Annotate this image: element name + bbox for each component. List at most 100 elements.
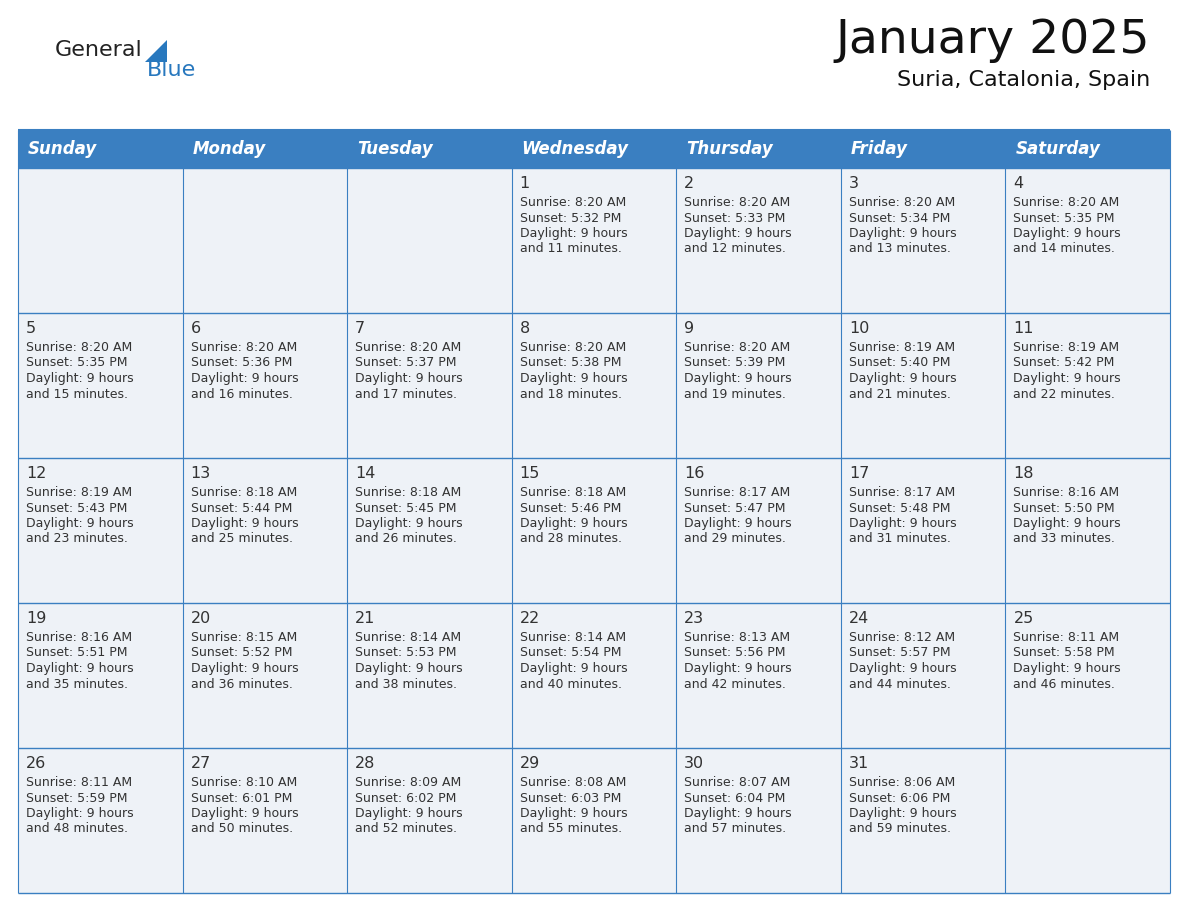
Text: Sunset: 5:42 PM: Sunset: 5:42 PM <box>1013 356 1114 370</box>
Bar <box>347 168 512 313</box>
Text: Sunrise: 8:10 AM: Sunrise: 8:10 AM <box>190 776 297 789</box>
Bar <box>676 603 841 748</box>
Text: and 22 minutes.: and 22 minutes. <box>1013 387 1116 400</box>
Text: 21: 21 <box>355 611 375 626</box>
Text: Sunset: 5:35 PM: Sunset: 5:35 PM <box>1013 211 1114 225</box>
Bar <box>18 748 183 893</box>
Bar <box>512 603 676 748</box>
Text: and 31 minutes.: and 31 minutes. <box>849 532 950 545</box>
Text: 28: 28 <box>355 756 375 771</box>
Text: Sunrise: 8:20 AM: Sunrise: 8:20 AM <box>26 341 132 354</box>
Text: Daylight: 9 hours: Daylight: 9 hours <box>355 807 463 820</box>
Text: Sunrise: 8:13 AM: Sunrise: 8:13 AM <box>684 631 790 644</box>
Text: Sunrise: 8:20 AM: Sunrise: 8:20 AM <box>355 341 461 354</box>
Text: and 48 minutes.: and 48 minutes. <box>26 823 128 835</box>
Text: Sunset: 5:46 PM: Sunset: 5:46 PM <box>519 501 621 514</box>
Text: Sunrise: 8:11 AM: Sunrise: 8:11 AM <box>26 776 132 789</box>
Text: 26: 26 <box>26 756 46 771</box>
Text: Sunset: 5:48 PM: Sunset: 5:48 PM <box>849 501 950 514</box>
Text: and 42 minutes.: and 42 minutes. <box>684 677 786 690</box>
Text: Daylight: 9 hours: Daylight: 9 hours <box>1013 372 1121 385</box>
Text: Daylight: 9 hours: Daylight: 9 hours <box>26 372 133 385</box>
Text: Daylight: 9 hours: Daylight: 9 hours <box>684 372 792 385</box>
Text: Daylight: 9 hours: Daylight: 9 hours <box>190 517 298 530</box>
Text: Daylight: 9 hours: Daylight: 9 hours <box>190 372 298 385</box>
Bar <box>18 130 1170 168</box>
Text: Sunrise: 8:19 AM: Sunrise: 8:19 AM <box>849 341 955 354</box>
Text: Sunrise: 8:12 AM: Sunrise: 8:12 AM <box>849 631 955 644</box>
Text: Daylight: 9 hours: Daylight: 9 hours <box>355 372 463 385</box>
Text: 6: 6 <box>190 321 201 336</box>
Text: Daylight: 9 hours: Daylight: 9 hours <box>519 372 627 385</box>
Text: Daylight: 9 hours: Daylight: 9 hours <box>519 662 627 675</box>
Text: Sunset: 5:35 PM: Sunset: 5:35 PM <box>26 356 127 370</box>
Text: Sunrise: 8:20 AM: Sunrise: 8:20 AM <box>684 196 790 209</box>
Bar <box>512 168 676 313</box>
Text: 24: 24 <box>849 611 870 626</box>
Text: Sunrise: 8:08 AM: Sunrise: 8:08 AM <box>519 776 626 789</box>
Text: Wednesday: Wednesday <box>522 140 628 158</box>
Text: 27: 27 <box>190 756 210 771</box>
Text: Sunset: 5:52 PM: Sunset: 5:52 PM <box>190 646 292 659</box>
Text: 22: 22 <box>519 611 541 626</box>
Text: 11: 11 <box>1013 321 1034 336</box>
Bar <box>183 748 347 893</box>
Text: Sunset: 5:37 PM: Sunset: 5:37 PM <box>355 356 456 370</box>
Bar <box>1005 748 1170 893</box>
Bar <box>347 313 512 458</box>
Text: and 26 minutes.: and 26 minutes. <box>355 532 457 545</box>
Text: Sunset: 5:47 PM: Sunset: 5:47 PM <box>684 501 785 514</box>
Text: Sunset: 5:51 PM: Sunset: 5:51 PM <box>26 646 127 659</box>
Text: Blue: Blue <box>147 60 196 80</box>
Text: 19: 19 <box>26 611 46 626</box>
Text: Suria, Catalonia, Spain: Suria, Catalonia, Spain <box>897 70 1150 90</box>
Text: Sunset: 6:03 PM: Sunset: 6:03 PM <box>519 791 621 804</box>
Text: and 38 minutes.: and 38 minutes. <box>355 677 457 690</box>
Bar <box>841 748 1005 893</box>
Text: Sunset: 5:34 PM: Sunset: 5:34 PM <box>849 211 950 225</box>
Text: and 14 minutes.: and 14 minutes. <box>1013 242 1116 255</box>
Text: and 46 minutes.: and 46 minutes. <box>1013 677 1116 690</box>
Bar <box>18 603 183 748</box>
Text: Sunset: 6:06 PM: Sunset: 6:06 PM <box>849 791 950 804</box>
Text: and 18 minutes.: and 18 minutes. <box>519 387 621 400</box>
Text: 13: 13 <box>190 466 210 481</box>
Text: Daylight: 9 hours: Daylight: 9 hours <box>26 807 133 820</box>
Text: 8: 8 <box>519 321 530 336</box>
Bar <box>841 168 1005 313</box>
Text: and 36 minutes.: and 36 minutes. <box>190 677 292 690</box>
Text: Sunrise: 8:14 AM: Sunrise: 8:14 AM <box>519 631 626 644</box>
Text: 9: 9 <box>684 321 695 336</box>
Text: 31: 31 <box>849 756 870 771</box>
Text: Sunset: 5:56 PM: Sunset: 5:56 PM <box>684 646 785 659</box>
Text: Sunset: 5:33 PM: Sunset: 5:33 PM <box>684 211 785 225</box>
Text: Sunrise: 8:09 AM: Sunrise: 8:09 AM <box>355 776 461 789</box>
Text: 30: 30 <box>684 756 704 771</box>
Text: 1: 1 <box>519 176 530 191</box>
Text: Sunrise: 8:16 AM: Sunrise: 8:16 AM <box>26 631 132 644</box>
Text: and 13 minutes.: and 13 minutes. <box>849 242 950 255</box>
Text: Daylight: 9 hours: Daylight: 9 hours <box>190 662 298 675</box>
Text: Daylight: 9 hours: Daylight: 9 hours <box>849 227 956 240</box>
Text: General: General <box>55 40 143 60</box>
Text: and 59 minutes.: and 59 minutes. <box>849 823 950 835</box>
Text: Sunset: 5:57 PM: Sunset: 5:57 PM <box>849 646 950 659</box>
Text: Sunset: 5:39 PM: Sunset: 5:39 PM <box>684 356 785 370</box>
Text: Daylight: 9 hours: Daylight: 9 hours <box>355 517 463 530</box>
Polygon shape <box>145 40 168 62</box>
Text: Daylight: 9 hours: Daylight: 9 hours <box>684 807 792 820</box>
Text: Sunset: 5:50 PM: Sunset: 5:50 PM <box>1013 501 1116 514</box>
Text: Sunset: 5:54 PM: Sunset: 5:54 PM <box>519 646 621 659</box>
Text: Daylight: 9 hours: Daylight: 9 hours <box>684 227 792 240</box>
Bar <box>1005 168 1170 313</box>
Text: and 52 minutes.: and 52 minutes. <box>355 823 457 835</box>
Text: 18: 18 <box>1013 466 1034 481</box>
Text: Sunrise: 8:14 AM: Sunrise: 8:14 AM <box>355 631 461 644</box>
Text: Daylight: 9 hours: Daylight: 9 hours <box>849 807 956 820</box>
Text: and 33 minutes.: and 33 minutes. <box>1013 532 1116 545</box>
Text: Sunset: 5:53 PM: Sunset: 5:53 PM <box>355 646 456 659</box>
Bar <box>183 313 347 458</box>
Text: Sunrise: 8:19 AM: Sunrise: 8:19 AM <box>26 486 132 499</box>
Text: Friday: Friday <box>851 140 908 158</box>
Text: and 23 minutes.: and 23 minutes. <box>26 532 128 545</box>
